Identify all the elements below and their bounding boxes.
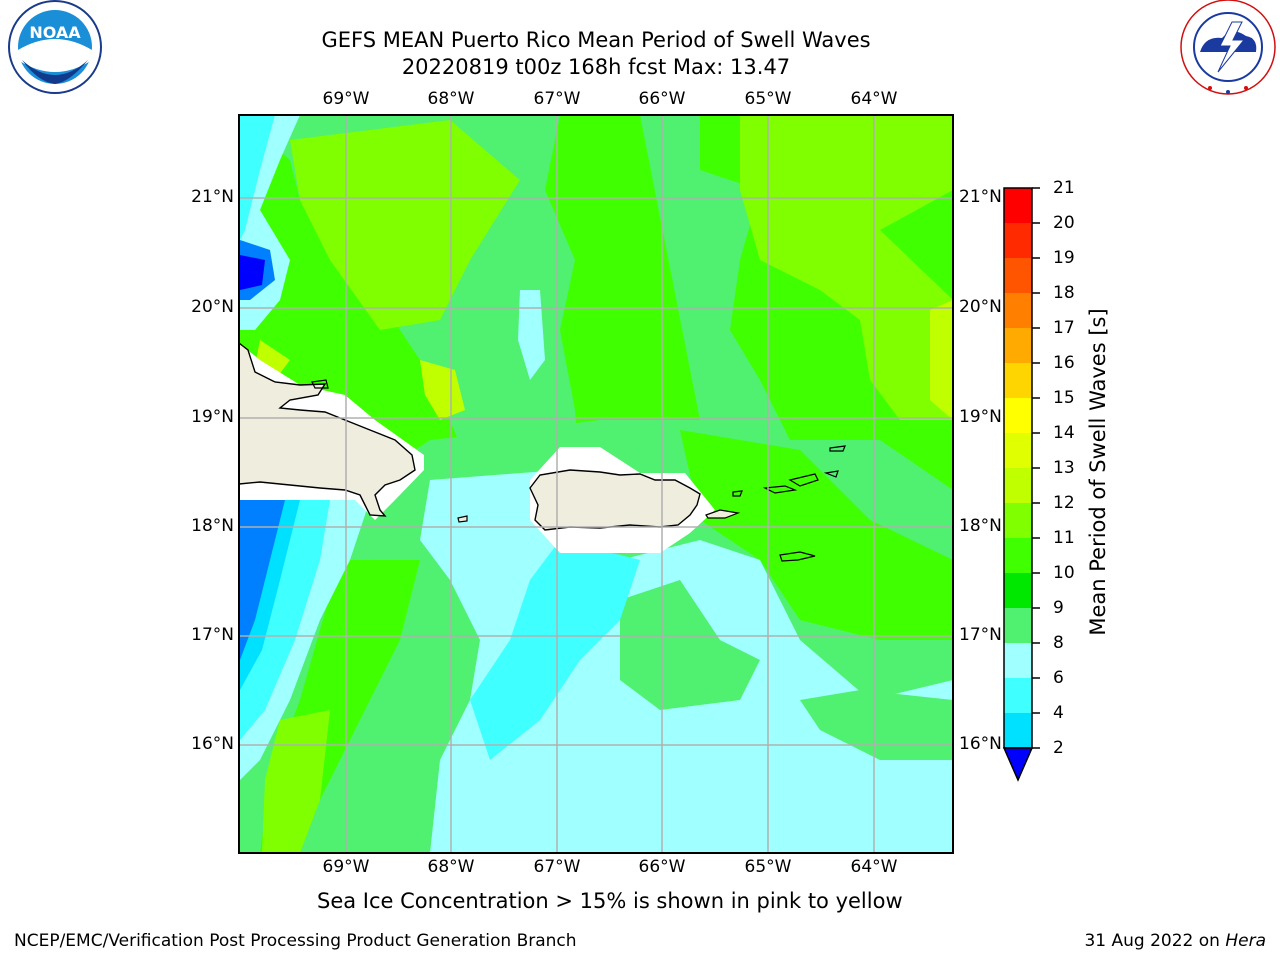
colorbar-tick-label: 15 — [1053, 388, 1075, 408]
colorbar-tick-label: 16 — [1053, 353, 1075, 373]
chart-subtitle-run: 20220819 t00z 168h fcst Max: 13.47 — [401, 55, 791, 79]
colorbar-segment-18-19 — [1004, 258, 1032, 293]
colorbar-segment-2-4 — [1004, 713, 1032, 748]
colorbar-segment-19-20 — [1004, 223, 1032, 258]
lat-label-left: 17°N — [191, 625, 234, 645]
footer-branch: NCEP/EMC/Verification Post Processing Pr… — [14, 931, 577, 951]
lat-label-left: 21°N — [191, 187, 234, 207]
colorbar-extend-arrow — [1002, 747, 1034, 782]
lat-label-left: 16°N — [191, 734, 234, 754]
colorbar-segment-4-6 — [1004, 678, 1032, 713]
swell-period-field — [239, 115, 953, 853]
lon-label-top: 69°W — [322, 89, 370, 109]
lon-label-bottom: 69°W — [322, 857, 370, 877]
lon-label-bottom: 68°W — [427, 857, 475, 877]
lat-label-right: 21°N — [959, 187, 1002, 207]
footer-date-text: 31 Aug 2022 on — [1084, 931, 1226, 951]
colorbar-tick-label: 4 — [1053, 703, 1064, 723]
colorbar-segment-11-12 — [1004, 503, 1032, 538]
colorbar-tick-label: 9 — [1053, 598, 1064, 618]
colorbar-title: Mean Period of Swell Waves [s] — [1086, 308, 1110, 636]
colorbar — [1002, 187, 1040, 782]
map-gridlines — [239, 115, 953, 853]
lon-label-top: 66°W — [638, 89, 686, 109]
colorbar-tick-label: 14 — [1053, 423, 1075, 443]
colorbar-tick-label: 6 — [1053, 668, 1064, 688]
footer-host: Hera — [1225, 931, 1266, 951]
lat-label-left: 20°N — [191, 297, 234, 317]
lon-label-top: 67°W — [533, 89, 581, 109]
lat-label-left: 18°N — [191, 516, 234, 536]
colorbar-segment-8-9 — [1004, 608, 1032, 643]
colorbar-tick-label: 21 — [1053, 178, 1075, 198]
chart-title: GEFS MEAN Puerto Rico Mean Period of Swe… — [321, 28, 871, 52]
map-frame — [238, 114, 954, 854]
colorbar-tick-label: 17 — [1053, 318, 1075, 338]
colorbar-tick-label: 10 — [1053, 563, 1075, 583]
colorbar-tick-label: 12 — [1053, 493, 1075, 513]
lon-label-top: 68°W — [427, 89, 475, 109]
colorbar-segment-15-16 — [1004, 363, 1032, 398]
colorbar-segment-14-15 — [1004, 398, 1032, 433]
colorbar-tick-label: 8 — [1053, 633, 1064, 653]
nws-logo — [1180, 0, 1276, 95]
lon-label-top: 64°W — [850, 89, 898, 109]
noaa-logo: NOAA — [8, 0, 102, 94]
lon-label-bottom: 66°W — [638, 857, 686, 877]
colorbar-tick-label: 2 — [1053, 738, 1064, 758]
colorbar-segment-13-14 — [1004, 433, 1032, 468]
colorbar-tick-label: 20 — [1053, 213, 1075, 233]
lon-label-bottom: 67°W — [533, 857, 581, 877]
colorbar-segment-16-17 — [1004, 328, 1032, 363]
lat-label-left: 19°N — [191, 407, 234, 427]
colorbar-segment-12-13 — [1004, 468, 1032, 503]
lat-label-right: 20°N — [959, 297, 1002, 317]
colorbar-tick-label: 11 — [1053, 528, 1075, 548]
lat-label-right: 19°N — [959, 407, 1002, 427]
lat-label-right: 17°N — [959, 625, 1002, 645]
lon-label-bottom: 64°W — [850, 857, 898, 877]
colorbar-segment-20-21 — [1004, 188, 1032, 223]
lon-label-top: 65°W — [744, 89, 792, 109]
colorbar-segment-17-18 — [1004, 293, 1032, 328]
colorbar-segment-10-11 — [1004, 538, 1032, 573]
colorbar-tick-label: 19 — [1053, 248, 1075, 268]
footer-date: 31 Aug 2022 on Hera — [1084, 931, 1266, 951]
colorbar-segment-6-8 — [1004, 643, 1032, 678]
sea-ice-note: Sea Ice Concentration > 15% is shown in … — [317, 889, 903, 913]
lat-label-right: 16°N — [959, 734, 1002, 754]
colorbar-tick-label: 18 — [1053, 283, 1075, 303]
lat-label-right: 18°N — [959, 516, 1002, 536]
lon-label-bottom: 65°W — [744, 857, 792, 877]
colorbar-segment-9-10 — [1004, 573, 1032, 608]
svg-text:NOAA: NOAA — [29, 23, 81, 42]
colorbar-tick-label: 13 — [1053, 458, 1075, 478]
